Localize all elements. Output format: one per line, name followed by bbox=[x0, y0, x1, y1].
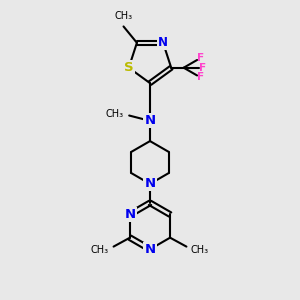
Text: F: F bbox=[196, 72, 204, 82]
Text: N: N bbox=[124, 208, 136, 221]
Text: N: N bbox=[144, 114, 156, 128]
Text: CH₃: CH₃ bbox=[106, 109, 124, 119]
Text: CH₃: CH₃ bbox=[191, 244, 209, 255]
Text: CH₃: CH₃ bbox=[115, 11, 133, 21]
Text: F: F bbox=[199, 63, 206, 73]
Text: F: F bbox=[196, 53, 204, 63]
Text: N: N bbox=[144, 243, 156, 256]
Text: CH₃: CH₃ bbox=[91, 244, 109, 255]
Text: S: S bbox=[124, 61, 134, 74]
Text: N: N bbox=[144, 177, 156, 190]
Text: N: N bbox=[158, 36, 168, 49]
